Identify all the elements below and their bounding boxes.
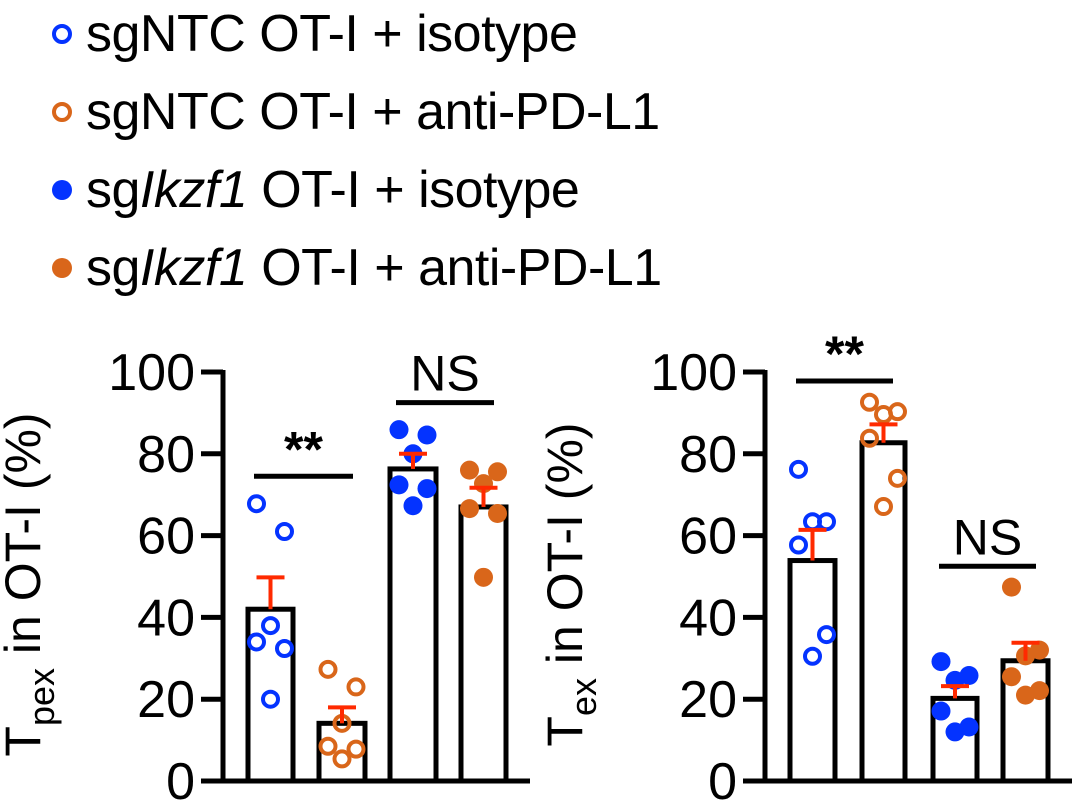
y-tick-label: 0 xyxy=(166,753,195,808)
open-circle-marker-icon xyxy=(52,102,72,122)
data-point xyxy=(888,468,907,488)
y-tick-label: 40 xyxy=(137,589,195,647)
y-axis-title-subscript: pex xyxy=(21,668,62,726)
y-axis-title-rest: in OT-I (%) xyxy=(537,422,593,678)
data-point xyxy=(1002,667,1021,687)
data-point xyxy=(460,460,479,480)
y-tick-label: 40 xyxy=(679,589,737,647)
y-axis-title-main: T xyxy=(537,716,593,747)
legend-item: sgNTC OT-I + isotype xyxy=(50,4,578,64)
data-point xyxy=(275,638,294,658)
y-tick-label: 100 xyxy=(108,344,195,402)
bar xyxy=(245,606,296,784)
data-point xyxy=(389,475,409,495)
data-point xyxy=(346,739,366,759)
filled-circle-marker-icon xyxy=(52,180,72,200)
data-point xyxy=(318,659,338,679)
data-point xyxy=(803,646,822,666)
data-point xyxy=(332,749,352,769)
chart-1: 0 20 40 60 80 100 Tpex in OT-I (%) ** NS xyxy=(0,344,530,808)
significance-label: ** xyxy=(284,421,323,477)
data-point xyxy=(247,494,266,514)
data-point xyxy=(789,459,808,479)
data-point xyxy=(1002,577,1021,597)
data-point xyxy=(389,420,409,440)
bar xyxy=(387,466,439,784)
data-point xyxy=(417,479,437,499)
significance-label: NS xyxy=(410,346,479,402)
y-axis-title-main: T xyxy=(0,726,51,757)
y-tick-label: 60 xyxy=(679,508,737,566)
y-tick-label: 20 xyxy=(137,671,195,729)
data-point xyxy=(488,462,507,482)
data-point xyxy=(1016,685,1035,705)
data-point xyxy=(403,496,423,516)
data-point xyxy=(931,652,951,672)
significance-label: ** xyxy=(825,326,864,382)
data-point xyxy=(275,522,294,542)
data-point xyxy=(460,499,479,519)
data-point xyxy=(346,677,366,697)
legend-label: sgIkzf1 OT-I + isotype xyxy=(86,161,580,219)
y-axis-title-subscript: ex xyxy=(563,678,604,716)
bar xyxy=(458,504,509,784)
data-point xyxy=(931,701,951,721)
data-point xyxy=(860,428,879,448)
y-tick-label: 80 xyxy=(137,426,195,484)
legend-label: sgNTC OT-I + anti-PD-L1 xyxy=(86,83,660,141)
y-axis-title-rest: in OT-I (%) xyxy=(0,412,51,668)
chart-2: 0 20 40 60 80 100 Tex in OT-I (%) ** NS xyxy=(537,326,1072,808)
data-point xyxy=(247,632,266,652)
data-point xyxy=(860,392,879,412)
data-point xyxy=(488,504,507,524)
bar xyxy=(787,558,838,784)
legend-label: sgNTC OT-I + isotype xyxy=(86,5,578,63)
legend-label: sgIkzf1 OT-I + anti-PD-L1 xyxy=(86,239,662,297)
legend-item: sgIkzf1 OT-I + anti-PD-L1 xyxy=(50,238,662,298)
data-point xyxy=(318,736,338,756)
data-point xyxy=(261,689,280,709)
data-point xyxy=(417,425,437,445)
filled-circle-marker-icon xyxy=(52,258,72,278)
legend-item: sgNTC OT-I + anti-PD-L1 xyxy=(50,82,660,142)
data-point xyxy=(474,567,493,587)
data-point xyxy=(817,625,836,645)
open-circle-marker-icon xyxy=(52,24,72,44)
y-tick-label: 20 xyxy=(679,671,737,729)
data-point xyxy=(261,616,280,636)
significance-label: NS xyxy=(953,509,1022,565)
data-point xyxy=(945,722,965,742)
data-point xyxy=(874,405,893,425)
y-tick-label: 0 xyxy=(708,753,737,808)
y-axis-title: Tex in OT-I (%) xyxy=(537,422,604,746)
data-point xyxy=(874,497,893,517)
legend-item: sgIkzf1 OT-I + isotype xyxy=(50,160,580,220)
y-tick-label: 80 xyxy=(679,426,737,484)
y-axis-title: Tpex in OT-I (%) xyxy=(0,412,62,756)
data-point xyxy=(789,535,808,555)
y-tick-label: 60 xyxy=(137,508,195,566)
bar xyxy=(859,440,908,784)
y-tick-label: 100 xyxy=(650,344,737,402)
